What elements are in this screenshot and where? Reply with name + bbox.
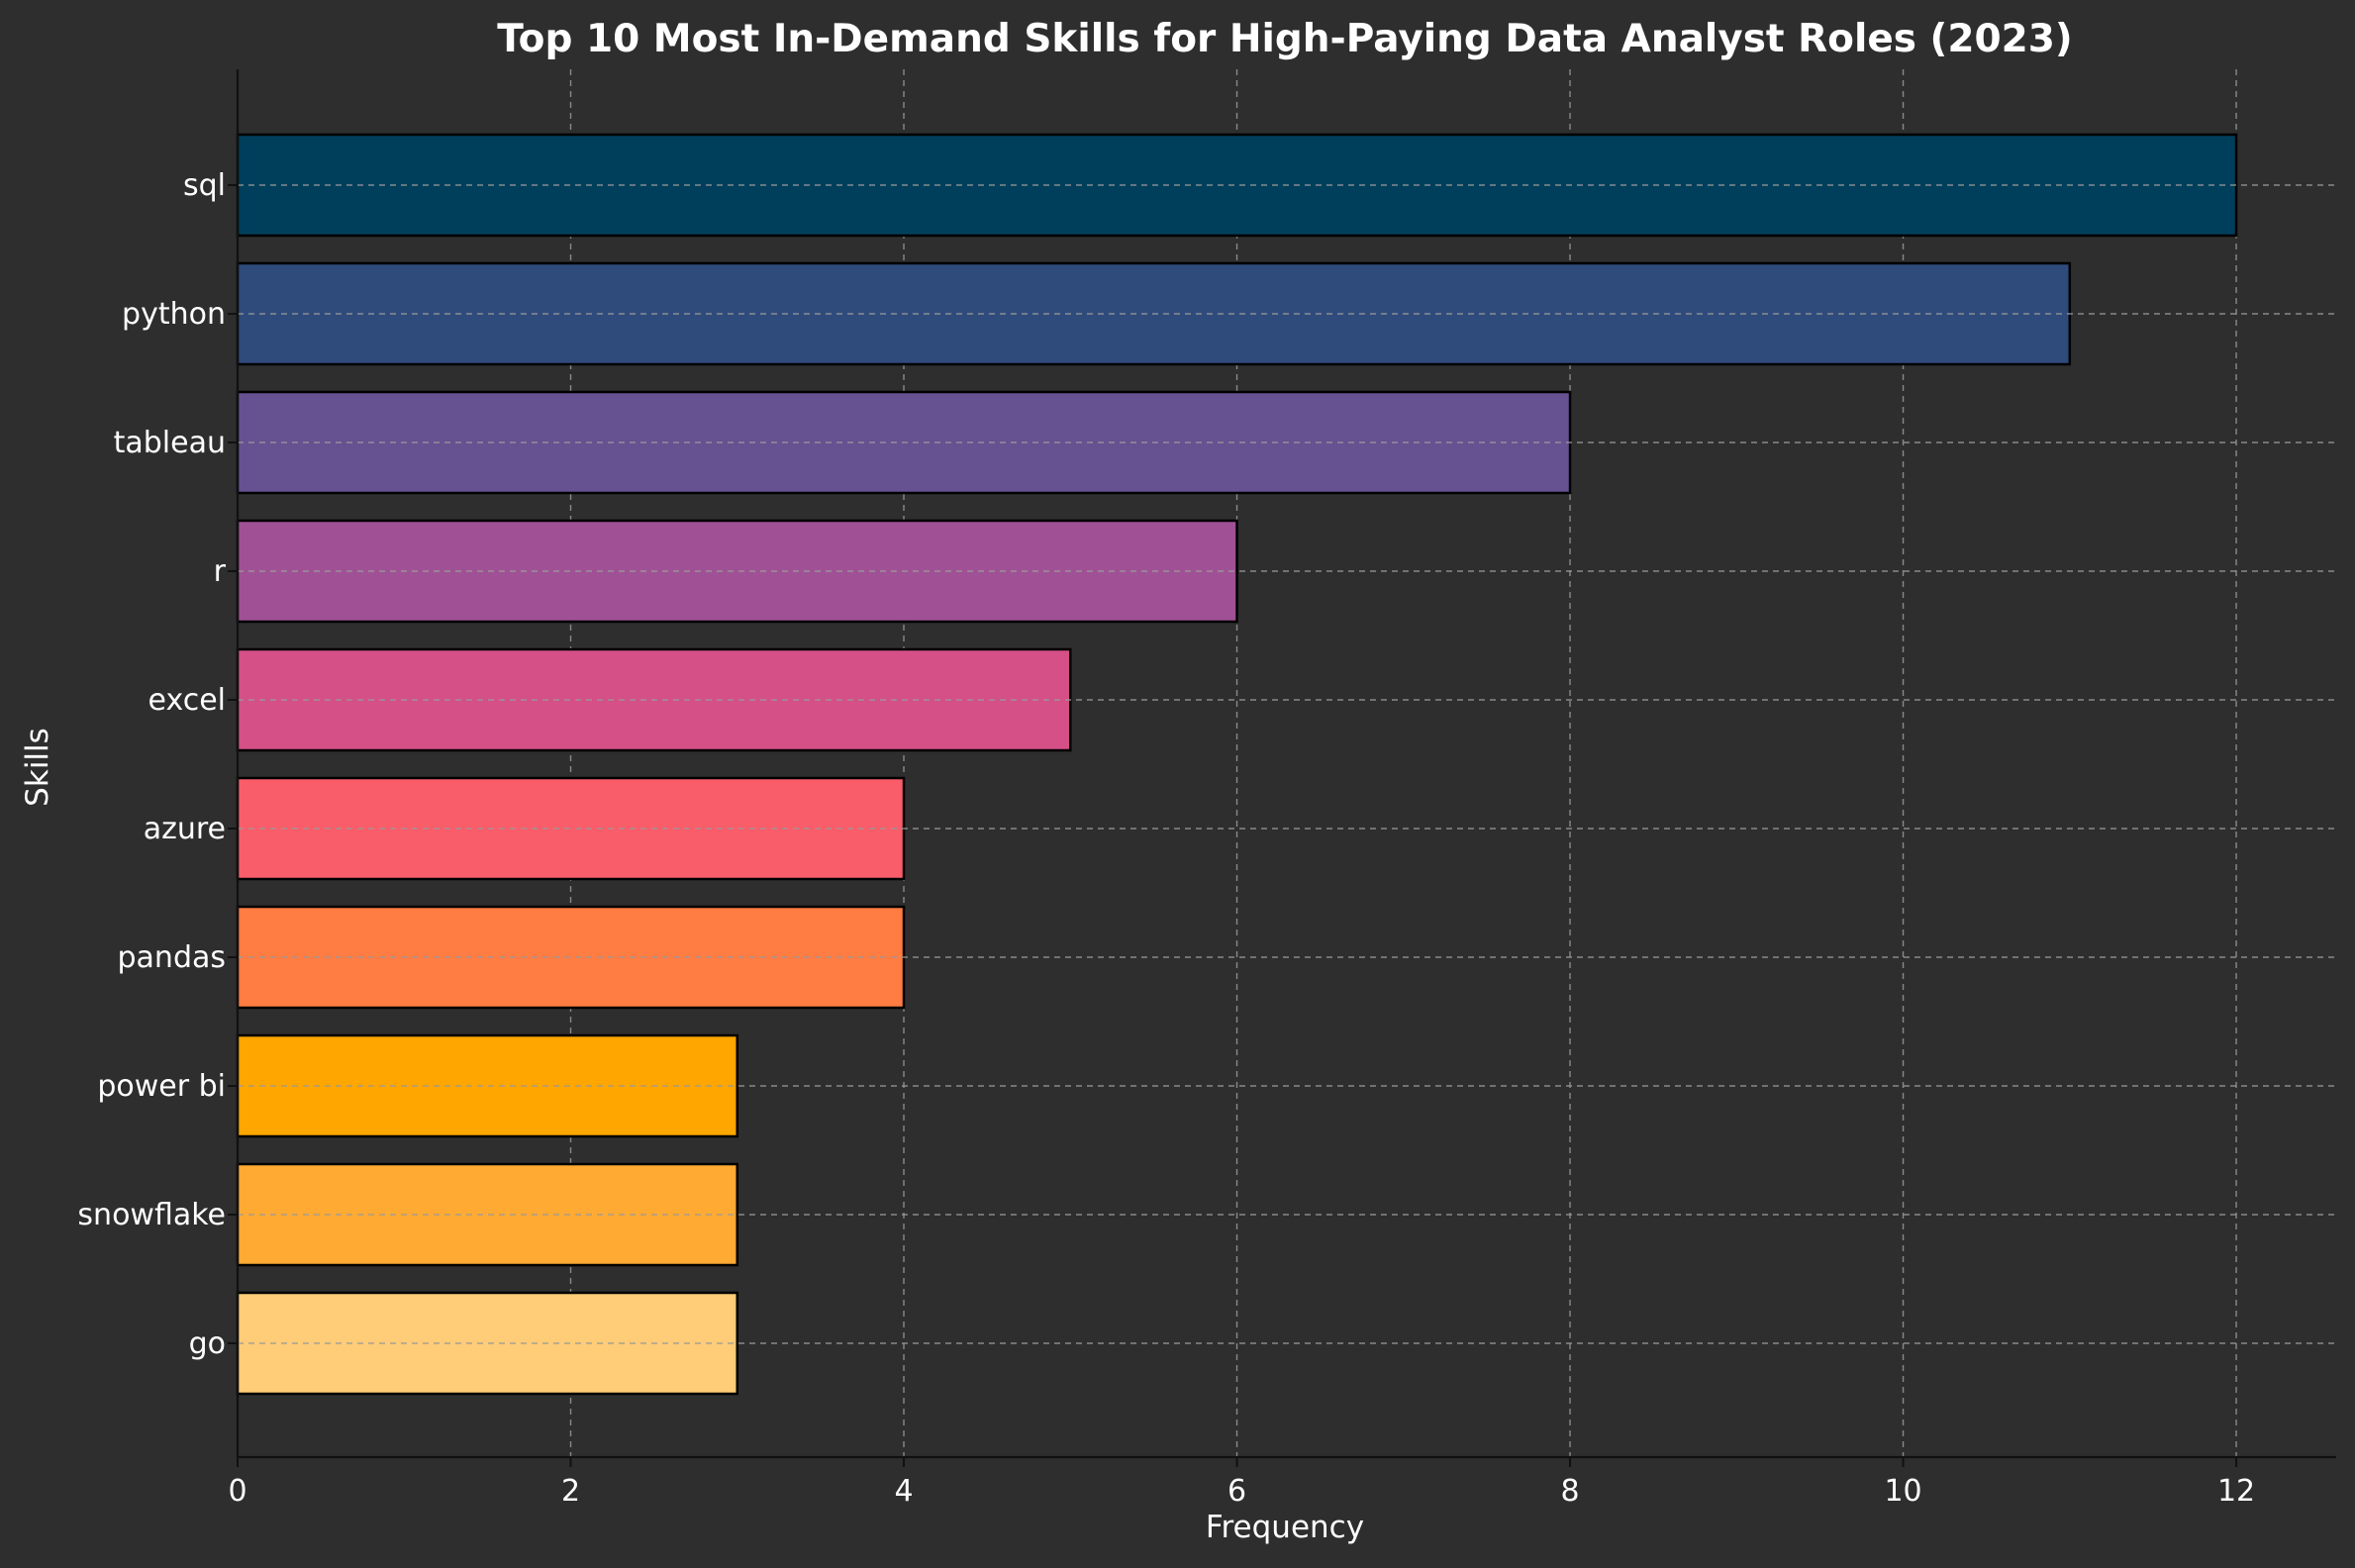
x-tick-label: 4 xyxy=(894,1474,913,1509)
bar-sql xyxy=(236,133,2238,238)
y-tick-label-azure: azure xyxy=(144,812,226,846)
y-tick-label-go: go xyxy=(189,1326,226,1361)
x-tick-label: 12 xyxy=(2217,1474,2255,1509)
y-tick-label-excel: excel xyxy=(148,683,226,718)
y-tick-label-snowflake: snowflake xyxy=(77,1198,226,1232)
x-tick-label: 0 xyxy=(228,1474,246,1509)
y-tick-label-pandas: pandas xyxy=(118,940,227,975)
y-tick-label-python: python xyxy=(122,297,226,332)
y-tick-label-r: r xyxy=(214,554,227,589)
chart-title: Top 10 Most In-Demand Skills for High-Pa… xyxy=(497,17,2073,61)
y-tick-label-power-bi: power bi xyxy=(97,1069,226,1104)
x-tick-label: 8 xyxy=(1560,1474,1579,1509)
y-tick-label-tableau: tableau xyxy=(114,426,226,460)
tick-labels: 0 2 4 6 8 10 12 sql python tableau r excel azure pand… xyxy=(77,168,2255,1509)
x-tick-label: 6 xyxy=(1227,1474,1246,1509)
x-axis-label: Frequency xyxy=(1206,1510,1364,1545)
y-tick-label-sql: sql xyxy=(183,168,226,203)
axes xyxy=(228,69,2336,1467)
x-tick-label: 10 xyxy=(1884,1474,1921,1509)
bar-pandas xyxy=(236,905,906,1010)
x-tick-label: 2 xyxy=(561,1474,580,1509)
y-axis-label: Skills xyxy=(20,728,55,807)
